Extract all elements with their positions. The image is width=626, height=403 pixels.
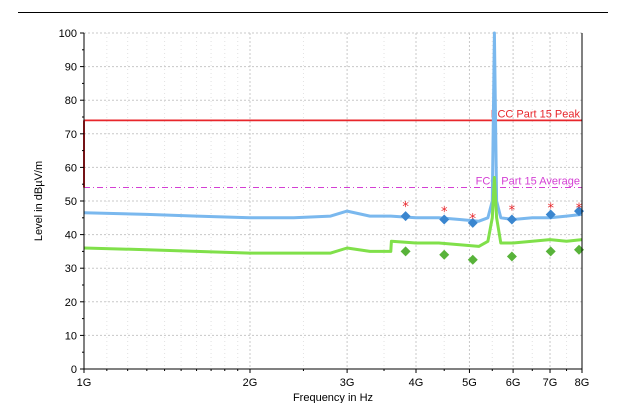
- average-diamond-marker: [545, 246, 556, 257]
- y-tick-label: 80: [65, 95, 77, 107]
- y-tick-label: 100: [59, 28, 77, 40]
- x-axis-label: Frequency in Hz: [293, 392, 373, 403]
- average-diamond-marker: [400, 246, 411, 257]
- x-tick-label: 6G: [506, 377, 521, 389]
- series-line: [83, 176, 583, 255]
- limit-lines: FCC Part 15 Peak FCC Part 15 Average: [83, 108, 582, 189]
- y-tick-label: 40: [65, 230, 77, 242]
- average-diamond-marker: [467, 254, 478, 265]
- peak-star-marker: *: [402, 200, 409, 215]
- y-axis-label: Level in dBµV/m: [33, 161, 45, 241]
- grid: [83, 32, 583, 370]
- y-tick-label: 0: [71, 364, 77, 376]
- x-tick-label: 2G: [243, 377, 258, 389]
- x-tick-label: 7G: [543, 377, 558, 389]
- peak-diamond-marker: [439, 214, 450, 225]
- series-lines: [83, 31, 583, 255]
- peak-star-marker: *: [441, 205, 448, 220]
- peak-star-marker: *: [509, 203, 516, 218]
- average-diamond-marker: [506, 251, 517, 262]
- y-tick-label: 50: [65, 196, 77, 208]
- average-diamond-marker: [439, 249, 450, 260]
- peak-star-marker: *: [547, 202, 554, 217]
- markers: * * * * * *: [400, 200, 584, 265]
- y-tick-label: 90: [65, 62, 77, 74]
- x-tick-label: 5G: [462, 377, 477, 389]
- y-tick-label: 10: [65, 330, 77, 342]
- y-tick-label: 70: [65, 129, 77, 141]
- peak-diamond-marker: [400, 211, 411, 222]
- peak-star-marker: *: [576, 202, 583, 217]
- x-tick-label: 1G: [77, 377, 92, 389]
- peak-diamond-marker: [573, 206, 584, 217]
- x-tick-label: 4G: [409, 377, 424, 389]
- peak-diamond-marker: [467, 217, 478, 228]
- y-tick-label: 30: [65, 263, 77, 275]
- top-border-line: [18, 12, 608, 13]
- peak-star-marker: *: [470, 212, 477, 227]
- y-tick-label: 20: [65, 297, 77, 309]
- x-tick-label: 8G: [575, 377, 590, 389]
- axes: 0 10 20 30 40 50 60 70 80 90 100 1G 2G 3G 4G 5G 6G 7G 8G: [59, 28, 590, 389]
- peak-diamond-marker: [506, 214, 517, 225]
- x-tick-label: 3G: [340, 377, 355, 389]
- series-line: [83, 31, 583, 223]
- y-tick-label: 60: [65, 162, 77, 174]
- limit-label: FCC Part 15 Peak: [491, 108, 581, 120]
- limit-label: FCC Part 15 Average: [476, 176, 580, 188]
- peak-diamond-marker: [545, 209, 556, 220]
- average-diamond-marker: [573, 244, 584, 255]
